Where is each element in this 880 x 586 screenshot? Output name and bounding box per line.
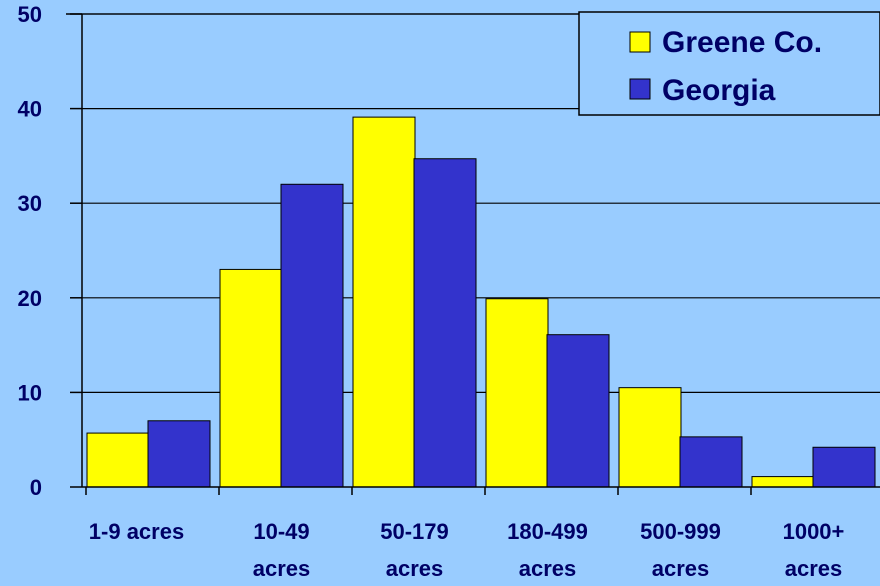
bar-greene bbox=[751, 476, 815, 488]
y-tick-labels: 0 10 20 30 40 50 bbox=[18, 2, 42, 500]
legend-swatch-georgia bbox=[629, 78, 651, 100]
bar-greene bbox=[219, 268, 283, 488]
x-tick-label: 50-179 bbox=[380, 519, 449, 544]
bar-georgia bbox=[413, 158, 477, 488]
x-tick-label: 10-49 bbox=[253, 519, 309, 544]
legend-box bbox=[578, 11, 880, 116]
bar-greene bbox=[618, 387, 682, 488]
bar-georgia bbox=[812, 446, 876, 488]
y-tick-label: 10 bbox=[18, 380, 42, 405]
y-tick-label: 40 bbox=[18, 97, 42, 122]
bar-greene bbox=[352, 116, 416, 488]
bar-georgia bbox=[147, 420, 211, 488]
legend-swatch-greene bbox=[629, 31, 651, 53]
x-tick-label: acres bbox=[253, 556, 311, 581]
x-tick-label: 500-999 bbox=[640, 519, 721, 544]
bar-greene bbox=[86, 432, 150, 488]
y-tick-label: 30 bbox=[18, 191, 42, 216]
bar-georgia bbox=[280, 183, 344, 488]
x-tick-label: 1-9 acres bbox=[89, 519, 184, 544]
bar-greene bbox=[485, 298, 549, 488]
x-tick-label: 180-499 bbox=[507, 519, 588, 544]
legend-label-greene: Greene Co. bbox=[662, 26, 822, 59]
x-tick-label: acres bbox=[519, 556, 577, 581]
x-tick-label: acres bbox=[386, 556, 444, 581]
bars bbox=[86, 116, 876, 488]
y-tick-label: 50 bbox=[18, 2, 42, 27]
x-tick-label: acres bbox=[652, 556, 710, 581]
y-tick-label: 0 bbox=[30, 475, 42, 500]
x-tick-labels: 1-9 acres 10-49 acres 50-179 acres 180-499 acr… bbox=[89, 519, 845, 581]
x-tick-label: acres bbox=[785, 556, 843, 581]
bar-georgia bbox=[546, 334, 610, 488]
y-tick-label: 20 bbox=[18, 286, 42, 311]
x-tick-label: 1000+ bbox=[783, 519, 845, 544]
axes bbox=[66, 13, 880, 495]
legend-label-georgia: Georgia bbox=[662, 74, 776, 107]
bar-georgia bbox=[679, 436, 743, 488]
legend: Greene Co. Georgia bbox=[578, 11, 880, 116]
